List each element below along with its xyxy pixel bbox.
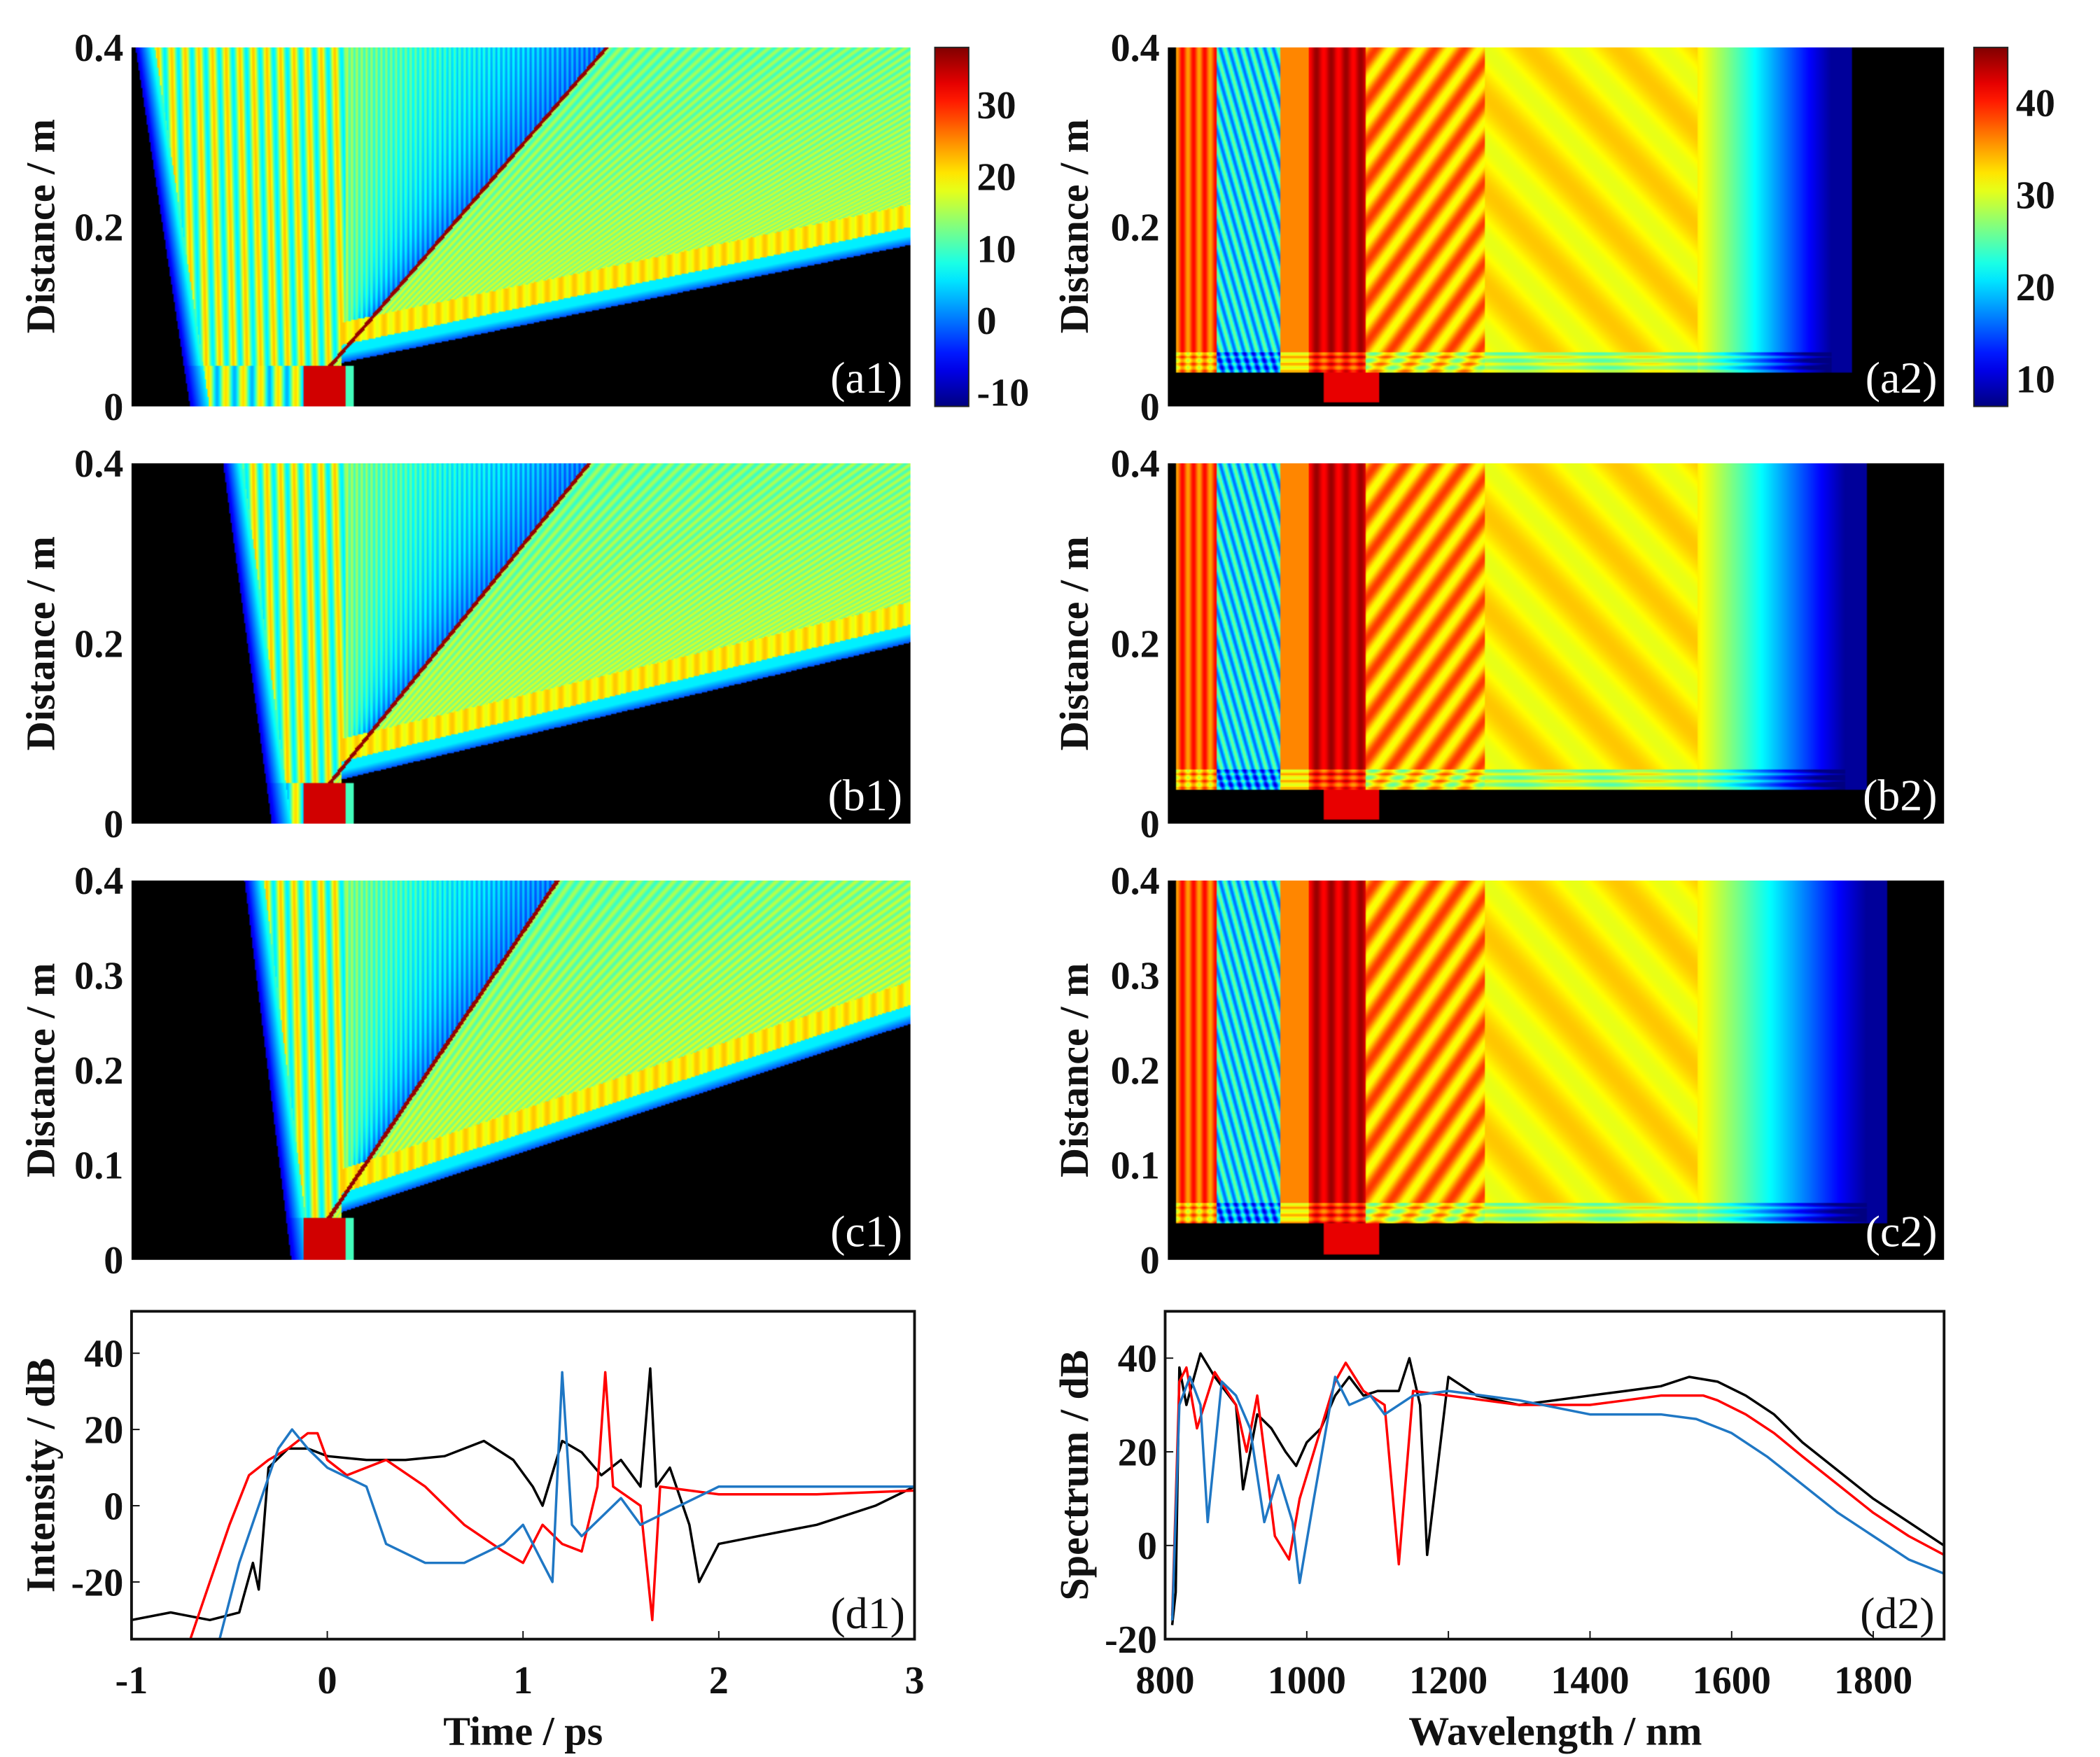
a2-ytick-label: 0 [1140, 386, 1160, 429]
d2-xtick-label: 1400 [1550, 1659, 1629, 1702]
d2-xtick-label: 1000 [1268, 1659, 1346, 1702]
d1-xtick-label: -1 [115, 1659, 148, 1702]
d2-panel-label: (d2) [1860, 1588, 1934, 1638]
c2-ytick-label: 0.4 [1111, 860, 1160, 903]
b1-heatmap-image [131, 463, 911, 824]
b2-panel-label: (b2) [1863, 770, 1937, 820]
d2-ytick-label: -20 [1105, 1618, 1157, 1662]
a2-ytick-label: 0.2 [1111, 206, 1160, 250]
c1-panel-label: (c1) [830, 1206, 902, 1256]
b1-panel: 0.4 0.2 0 [74, 442, 123, 846]
d1-xtick-label: 0 [318, 1659, 337, 1702]
a1-ylabel: Distance / m [18, 119, 64, 333]
d2-plot-background [1165, 1311, 1945, 1639]
d1-ytick-label: 20 [84, 1408, 123, 1452]
c1-ytick-label: 0.4 [74, 860, 123, 903]
a1-colorbar-tick-label: -10 [976, 371, 1029, 414]
a1-colorbar-tick-label: 0 [976, 300, 996, 343]
d2-panel: 800 1000 1200 1400 1600 1800 40 20 0 -20 [1105, 1310, 1946, 1702]
d1-ytick-label: -20 [71, 1561, 124, 1604]
d1-series-line-2 [218, 1371, 915, 1639]
d2-xtick-label: 1800 [1834, 1659, 1912, 1702]
d1-series-group [131, 1367, 915, 1639]
a1-ytick-label: 0.4 [74, 27, 123, 70]
d2-axes-frame [1163, 1310, 1946, 1641]
d1-xtick-label: 2 [709, 1659, 729, 1702]
c2-panel-label: (c2) [1865, 1206, 1938, 1256]
a1-heatmap-image [131, 47, 911, 407]
a1-ytick-label: 0 [104, 386, 123, 429]
c2-heatmap-image [1168, 880, 1945, 1260]
b2-ytick-label: 0 [1140, 803, 1160, 846]
c1-panel: 0.4 0.3 0.2 0.1 0 [74, 860, 123, 1282]
a1-ytick-label: 0.2 [74, 206, 123, 250]
d2-ytick-label: 40 [1118, 1338, 1157, 1381]
a2-panel: 40 30 20 10 0.4 0.2 0 [1111, 27, 2055, 429]
a2-ylabel: Distance / m [1051, 119, 1097, 333]
b1-ytick-label: 0 [104, 803, 123, 846]
d2-series-line-0 [1170, 1352, 1945, 1625]
d1-xlabel: Time / ps [443, 1709, 603, 1754]
a2-heatmap-image [1168, 47, 1945, 407]
b1-ytick-label: 0.2 [74, 623, 123, 666]
d1-xtick-label: 1 [513, 1659, 533, 1702]
d1-panel: -1 0 1 2 3 40 20 0 -20 [71, 1310, 925, 1702]
a1-colorbar-tick-label: 30 [976, 84, 1016, 127]
a2-panel-label: (a2) [1865, 353, 1938, 402]
d2-ytick-label: 0 [1138, 1525, 1157, 1568]
d2-series-line-1 [1170, 1362, 1945, 1616]
d2-xtick-label: 800 [1135, 1659, 1194, 1702]
c1-heatmap-image [131, 880, 911, 1260]
d2-ytick-label: 20 [1118, 1431, 1157, 1474]
c2-ytick-label: 0.2 [1111, 1049, 1160, 1093]
b2-heatmap-image [1168, 463, 1945, 824]
c2-ytick-label: 0.3 [1111, 955, 1160, 998]
a1-colorbar [934, 46, 969, 407]
b1-ytick-label: 0.4 [74, 442, 123, 486]
d1-panel-label: (d1) [831, 1588, 905, 1638]
d2-series-line-2 [1170, 1376, 1945, 1620]
d1-xtick-label: 3 [904, 1659, 924, 1702]
a2-colorbar-tick-label: 10 [2016, 358, 2055, 401]
d1-ylabel: Intensity / dB [18, 1358, 64, 1592]
c2-ytick-label: 0.1 [1111, 1144, 1160, 1188]
d2-xtick-label: 1600 [1693, 1659, 1771, 1702]
b2-ylabel: Distance / m [1051, 536, 1097, 750]
d1-series-line-0 [131, 1367, 915, 1622]
d2-xtick-label: 1200 [1409, 1659, 1488, 1702]
b2-ytick-label: 0.4 [1111, 442, 1160, 486]
d2-ylabel: Spectrum / dB [1051, 1350, 1097, 1600]
c2-panel: 0.4 0.3 0.2 0.1 0 [1111, 860, 1160, 1282]
a1-panel: 30 20 10 0 -10 0.4 0.2 0 [74, 27, 1029, 429]
a2-colorbar [1973, 46, 2009, 407]
d2-series-group [1170, 1352, 1945, 1625]
b2-panel: 0.4 0.2 0 [1111, 442, 1160, 846]
c1-ylabel: Distance / m [18, 963, 64, 1177]
d2-xlabel: Wavelength / nm [1408, 1709, 1702, 1754]
c2-ylabel: Distance / m [1051, 963, 1097, 1177]
a2-ytick-label: 0.4 [1111, 27, 1160, 70]
a1-colorbar-tick-label: 20 [976, 156, 1016, 200]
b1-ylabel: Distance / m [18, 536, 64, 750]
c1-ytick-label: 0.3 [74, 955, 123, 998]
a1-panel-label: (a1) [830, 353, 902, 402]
a2-colorbar-tick-label: 20 [2016, 266, 2055, 309]
a2-colorbar-tick-label: 30 [2016, 174, 2055, 217]
d1-ytick-label: 40 [84, 1333, 123, 1376]
c1-ytick-label: 0.1 [74, 1144, 123, 1188]
c1-ytick-label: 0 [104, 1239, 123, 1282]
b2-ytick-label: 0.2 [1111, 623, 1160, 666]
c2-ytick-label: 0 [1140, 1239, 1160, 1282]
a1-colorbar-tick-label: 10 [976, 227, 1016, 271]
a2-colorbar-tick-label: 40 [2016, 82, 2055, 125]
d1-ytick-label: 0 [104, 1485, 123, 1528]
b1-panel-label: (b1) [828, 770, 902, 820]
c1-ytick-label: 0.2 [74, 1049, 123, 1093]
